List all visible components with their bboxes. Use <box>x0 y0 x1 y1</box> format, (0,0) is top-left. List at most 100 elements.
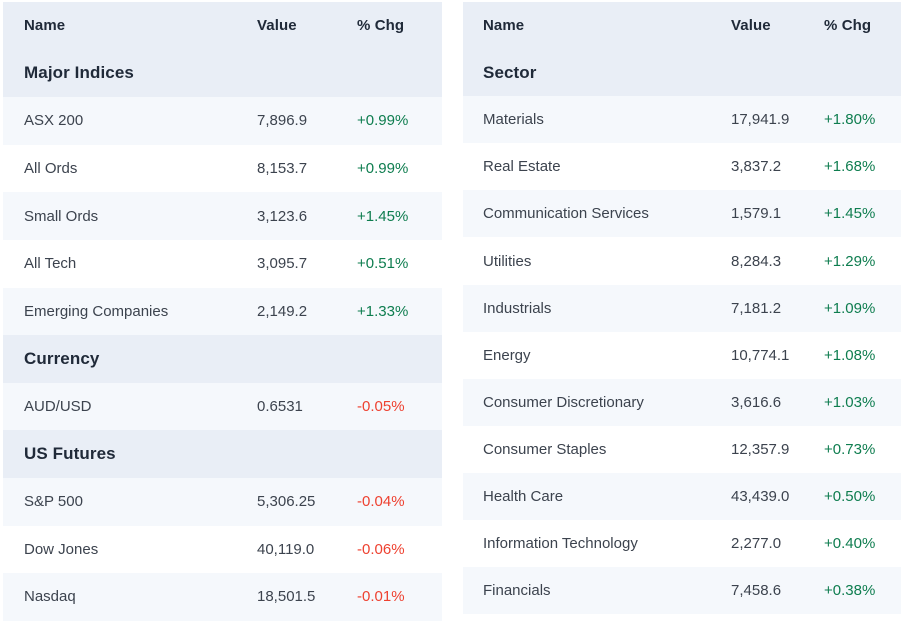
row-change: +1.68% <box>824 158 876 176</box>
table-row[interactable]: All Tech 3,095.7 +0.51% <box>3 239 442 288</box>
table-row[interactable]: Communication Services 1,579.1 +1.45% <box>463 190 901 238</box>
table-row[interactable]: Consumer Staples 12,357.9 +0.73% <box>463 425 901 473</box>
row-change: +1.29% <box>824 252 876 270</box>
row-name: Industrials <box>483 299 552 317</box>
row-change: +1.09% <box>824 299 876 317</box>
row-name: Information Technology <box>483 535 638 553</box>
row-change: +1.33% <box>357 302 409 320</box>
table-row[interactable]: ASX 200 7,896.9 +0.99% <box>3 97 442 145</box>
row-name: ASX 200 <box>24 112 84 130</box>
row-value: 2,149.2 <box>257 302 308 320</box>
row-name: Real Estate <box>483 158 561 176</box>
row-change: +1.80% <box>824 111 876 129</box>
row-value: 2,277.0 <box>731 535 782 553</box>
row-name: Health Care <box>483 487 564 505</box>
row-change: +0.99% <box>357 160 409 178</box>
row-change: +0.40% <box>824 535 876 553</box>
row-name: Dow Jones <box>24 540 99 558</box>
row-change: +0.73% <box>824 440 876 458</box>
column-header-chg: % Chg <box>824 17 872 35</box>
section-header-row: Currency <box>3 335 442 383</box>
row-name: Consumer Staples <box>483 440 607 458</box>
table-row[interactable]: Nasdaq 18,501.5 -0.01% <box>3 573 442 621</box>
row-change: +0.38% <box>824 582 876 600</box>
row-change: +1.45% <box>357 207 409 225</box>
section-title: Major Indices <box>24 63 134 83</box>
column-header-value: Value <box>731 17 771 35</box>
row-name: All Tech <box>24 255 77 273</box>
row-value: 10,774.1 <box>731 346 790 364</box>
table-row[interactable]: Materials 17,941.9 +1.80% <box>463 96 901 144</box>
sectors-column-header-row: Name Value % Chg <box>463 2 901 50</box>
row-name: Emerging Companies <box>24 302 169 320</box>
table-row[interactable]: Utilities 8,284.3 +1.29% <box>463 237 901 285</box>
row-value: 3,123.6 <box>257 207 308 225</box>
row-value: 12,357.9 <box>731 440 790 458</box>
row-change: +1.08% <box>824 346 876 364</box>
row-change: +0.99% <box>357 112 409 130</box>
row-name: S&P 500 <box>24 493 83 511</box>
indices-table-body: Major Indices ASX 200 7,896.9 +0.99% All… <box>3 49 442 621</box>
section-title: Sector <box>483 62 537 82</box>
row-name: Consumer Discretionary <box>483 393 644 411</box>
table-row[interactable]: Information Technology 2,277.0 +0.40% <box>463 520 901 568</box>
table-row[interactable]: Emerging Companies 2,149.2 +1.33% <box>3 287 442 336</box>
row-name: AUD/USD <box>24 398 92 416</box>
table-row[interactable]: S&P 500 5,306.25 -0.04% <box>3 477 442 526</box>
section-header-row: Major Indices <box>3 49 442 98</box>
row-change: -0.04% <box>357 493 405 511</box>
row-value: 7,458.6 <box>731 582 782 600</box>
sectors-table: Name Value % Chg Sector Materials 17,941… <box>463 2 901 615</box>
row-value: 3,095.7 <box>257 255 308 273</box>
row-value: 18,501.5 <box>257 588 316 606</box>
table-row[interactable]: Small Ords 3,123.6 +1.45% <box>3 192 442 240</box>
row-value: 7,896.9 <box>257 112 308 130</box>
row-name: Materials <box>483 111 544 129</box>
section-header-row: Sector <box>463 49 901 97</box>
table-row[interactable]: Dow Jones 40,119.0 -0.06% <box>3 525 442 574</box>
table-row[interactable]: AUD/USD 0.6531 -0.05% <box>3 382 442 431</box>
table-row[interactable]: Health Care 43,439.0 +0.50% <box>463 472 901 521</box>
row-change: -0.01% <box>357 588 405 606</box>
table-row[interactable]: Consumer Discretionary 3,616.6 +1.03% <box>463 378 901 426</box>
row-change: -0.06% <box>357 540 405 558</box>
row-name: All Ords <box>24 160 78 178</box>
row-name: Small Ords <box>24 207 99 225</box>
table-row[interactable]: Real Estate 3,837.2 +1.68% <box>463 143 901 191</box>
section-title: Currency <box>24 348 100 368</box>
table-row[interactable]: Industrials 7,181.2 +1.09% <box>463 284 901 332</box>
row-value: 5,306.25 <box>257 493 316 511</box>
column-header-value: Value <box>257 17 297 35</box>
row-change: +1.45% <box>824 205 876 223</box>
row-change: +0.50% <box>824 487 876 505</box>
section-header-row: US Futures <box>3 430 442 478</box>
row-name: Utilities <box>483 252 532 270</box>
table-row[interactable]: All Ords 8,153.7 +0.99% <box>3 144 442 193</box>
row-change: +0.51% <box>357 255 409 273</box>
column-header-chg: % Chg <box>357 17 405 35</box>
row-value: 8,153.7 <box>257 160 308 178</box>
column-header-name: Name <box>483 17 525 35</box>
row-change: +1.03% <box>824 393 876 411</box>
row-name: Energy <box>483 346 531 364</box>
row-value: 1,579.1 <box>731 205 782 223</box>
row-value: 7,181.2 <box>731 299 782 317</box>
row-name: Financials <box>483 582 551 600</box>
indices-table: Name Value % Chg Major Indices ASX 200 7… <box>3 2 442 621</box>
row-value: 8,284.3 <box>731 252 782 270</box>
row-change: -0.05% <box>357 398 405 416</box>
row-value: 0.6531 <box>257 398 303 416</box>
row-name: Nasdaq <box>24 588 76 606</box>
section-title: US Futures <box>24 444 116 464</box>
row-value: 3,616.6 <box>731 393 782 411</box>
row-value: 3,837.2 <box>731 158 782 176</box>
row-value: 43,439.0 <box>731 487 790 505</box>
table-row[interactable]: Financials 7,458.6 +0.38% <box>463 567 901 615</box>
row-name: Communication Services <box>483 205 649 223</box>
row-value: 40,119.0 <box>257 540 315 558</box>
row-value: 17,941.9 <box>731 111 790 129</box>
table-row[interactable]: Energy 10,774.1 +1.08% <box>463 331 901 379</box>
indices-column-header-row: Name Value % Chg <box>3 2 442 50</box>
column-header-name: Name <box>24 17 66 35</box>
